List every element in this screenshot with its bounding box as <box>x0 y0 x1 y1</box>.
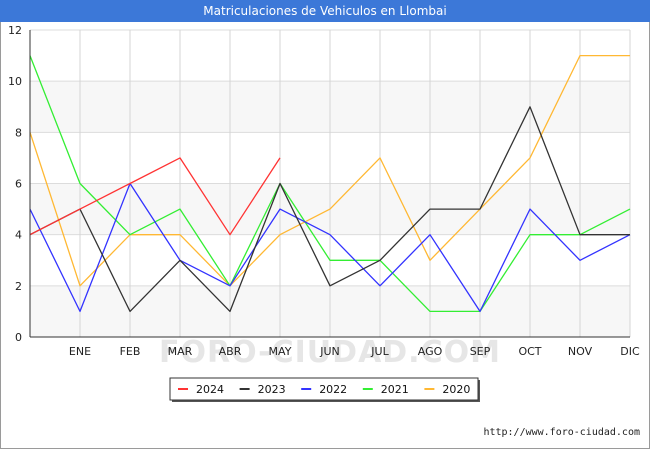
series-line-2023 <box>29 106 630 313</box>
legend-box <box>169 377 479 401</box>
x-tick-label: OCT <box>518 345 541 358</box>
legend-label-2021: 2021 <box>381 383 409 396</box>
x-tick-label: ENE <box>69 345 91 358</box>
chart-title: Matriculaciones de Vehiculos en Llombai <box>203 4 447 18</box>
x-tick-label: AGO <box>418 345 443 358</box>
x-tick-label: FEB <box>120 345 141 358</box>
y-tick-label: 6 <box>15 178 22 191</box>
y-tick-label: 2 <box>15 280 22 293</box>
legend-label-2024: 2024 <box>196 383 224 396</box>
x-tick-label: MAY <box>269 345 292 358</box>
series-line-2021 <box>29 55 631 313</box>
y-tick-label: 12 <box>8 24 22 37</box>
series-lines <box>29 54 631 313</box>
legend-label-2020: 2020 <box>442 383 470 396</box>
x-tick-label: JUL <box>370 345 389 358</box>
x-tick-label: MAR <box>168 345 193 358</box>
watermark: FORO-CIUDAD.COM <box>159 335 501 370</box>
x-tick-label: DIC <box>620 345 640 358</box>
axes <box>29 30 630 338</box>
y-tick-label: 10 <box>8 75 22 88</box>
legend-label-2023: 2023 <box>258 383 286 396</box>
x-tick-label: ABR <box>219 345 242 358</box>
source-credit: http://www.foro-ciudad.com <box>483 427 640 438</box>
x-tick-label: JUN <box>319 345 340 358</box>
series-line-2024 <box>29 157 281 236</box>
y-tick-label: 4 <box>15 229 22 242</box>
legend: 2024 2023 2022 2021 2020 <box>169 377 480 402</box>
y-tick-label: 8 <box>15 126 22 139</box>
legend-label-2022: 2022 <box>319 383 347 396</box>
x-tick-labels: ENE FEB MAR ABR MAY JUN JUL AGO SEP OCT NOV DIC <box>69 345 640 358</box>
x-tick-label: NOV <box>568 345 593 358</box>
y-tick-label: 0 <box>15 331 22 344</box>
chart-title-bar: Matriculaciones de Vehiculos en Llombai <box>0 0 650 22</box>
y-tick-labels: 0 2 4 6 8 10 12 <box>8 24 22 344</box>
x-tick-label: SEP <box>470 345 491 358</box>
